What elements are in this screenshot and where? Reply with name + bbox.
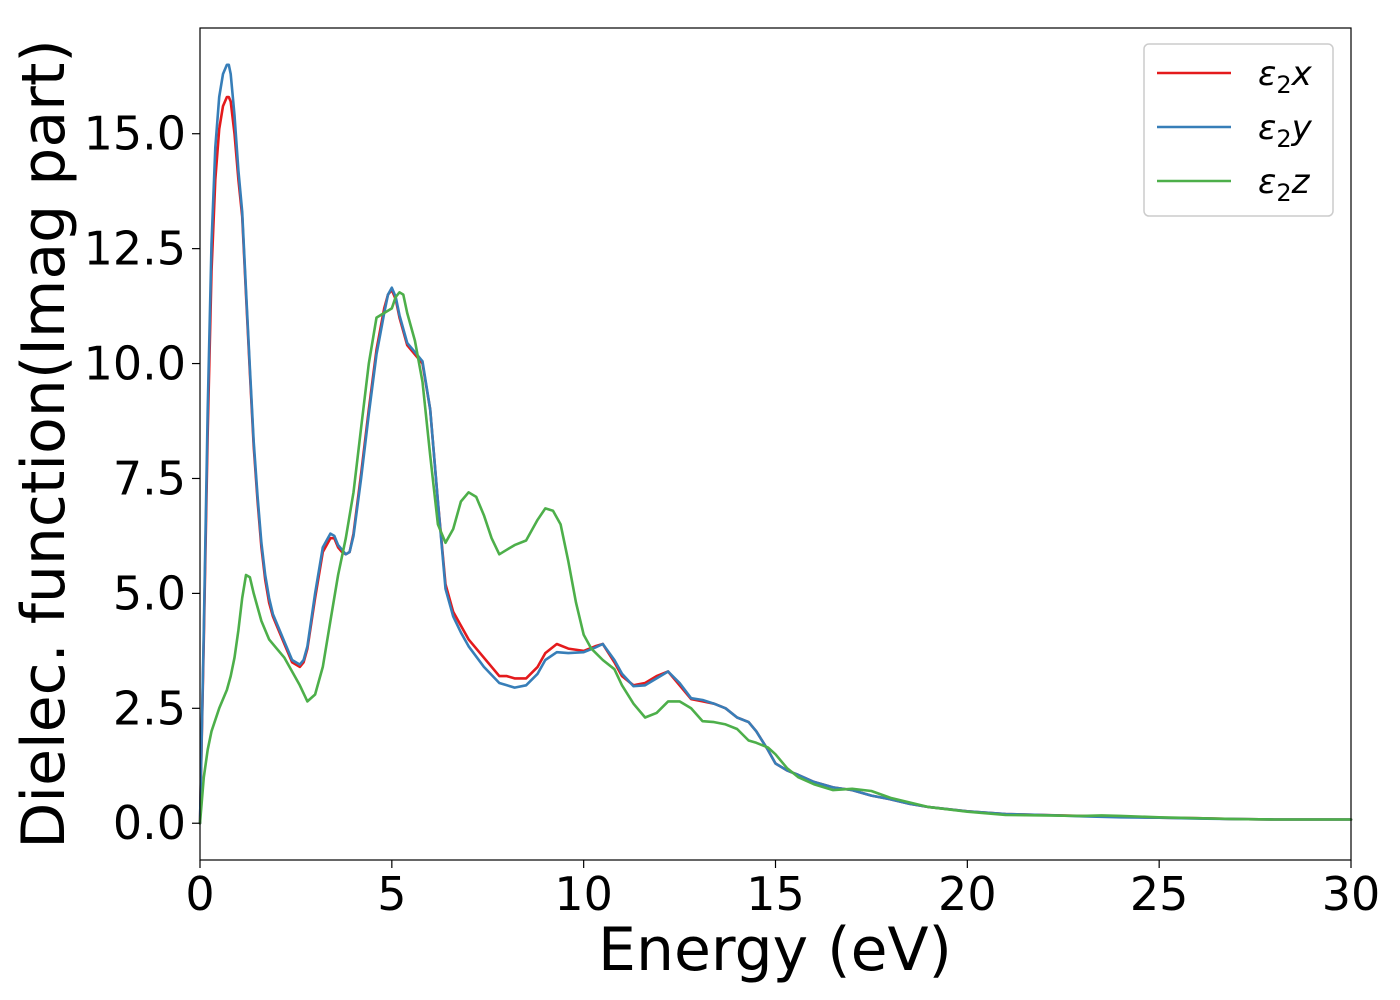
x-tick-label: 20 (938, 867, 997, 921)
x-axis-title: Energy (eV) (598, 915, 952, 985)
y-tick-label: 10.0 (84, 337, 186, 391)
legend-box (1143, 43, 1334, 217)
x-tick-label: 15 (746, 867, 805, 921)
y-axis-title: Dielec. function(Imag part) (9, 39, 79, 849)
y-tick-label: 12.5 (84, 222, 186, 276)
x-tick-label: 10 (554, 867, 613, 921)
x-tick-label: 25 (1130, 867, 1189, 921)
y-tick-label: 5.0 (113, 566, 186, 620)
series-lines (198, 63, 1353, 825)
y-tick-label: 2.5 (113, 681, 186, 735)
legend: ε2x ε2y ε2z (1143, 43, 1334, 217)
y-tick-label: 0.0 (113, 796, 186, 850)
series-line-z (198, 291, 1353, 825)
legend-label-x: ε2x (1258, 54, 1313, 99)
y-axis-ticks: 0.0 2.5 5.0 7.5 10.0 12.5 15.0 (84, 107, 200, 850)
y-tick-label: 15.0 (84, 107, 186, 161)
y-tick-label: 7.5 (113, 451, 186, 505)
series-line-y (198, 63, 1353, 825)
x-tick-label: 30 (1322, 867, 1381, 921)
x-tick-label: 0 (185, 867, 214, 921)
x-tick-label: 5 (377, 867, 406, 921)
legend-label-y: ε2y (1258, 108, 1313, 153)
x-axis-ticks: 0 5 10 15 20 25 30 (185, 860, 1380, 921)
legend-label-z: ε2z (1258, 162, 1311, 207)
